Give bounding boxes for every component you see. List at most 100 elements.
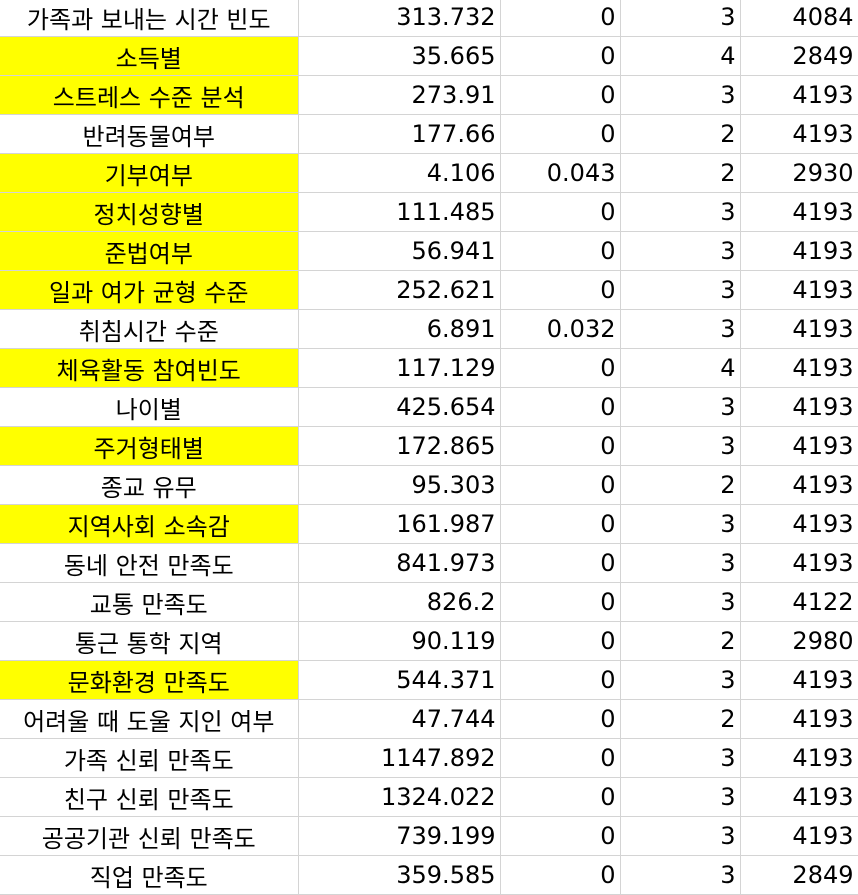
cell-statistic[interactable]: 117.129 [298, 348, 501, 388]
cell-statistic[interactable]: 841.973 [298, 543, 501, 583]
cell-p-value[interactable]: 0 [500, 699, 621, 739]
cell-statistic[interactable]: 172.865 [298, 426, 501, 466]
cell-n[interactable]: 4193 [740, 543, 858, 583]
cell-variable-name[interactable]: 스트레스 수준 분석 [0, 75, 299, 115]
cell-df[interactable]: 3 [620, 816, 741, 856]
cell-variable-name[interactable]: 나이별 [0, 387, 299, 427]
cell-p-value[interactable]: 0 [500, 387, 621, 427]
cell-df[interactable]: 2 [620, 621, 741, 661]
cell-p-value[interactable]: 0 [500, 114, 621, 154]
cell-variable-name[interactable]: 준법여부 [0, 231, 299, 271]
cell-n[interactable]: 4193 [740, 660, 858, 700]
cell-df[interactable]: 4 [620, 348, 741, 388]
cell-variable-name[interactable]: 주거형태별 [0, 426, 299, 466]
cell-statistic[interactable]: 111.485 [298, 192, 501, 232]
cell-p-value[interactable]: 0 [500, 621, 621, 661]
cell-variable-name[interactable]: 가족과 보내는 시간 빈도 [0, 0, 299, 37]
cell-df[interactable]: 3 [620, 543, 741, 583]
cell-p-value[interactable]: 0 [500, 270, 621, 310]
cell-df[interactable]: 3 [620, 504, 741, 544]
cell-statistic[interactable]: 252.621 [298, 270, 501, 310]
cell-n[interactable]: 4193 [740, 75, 858, 115]
cell-p-value[interactable]: 0 [500, 348, 621, 388]
cell-variable-name[interactable]: 직업 만족도 [0, 855, 299, 895]
cell-variable-name[interactable]: 가족 신뢰 만족도 [0, 738, 299, 778]
cell-n[interactable]: 4193 [740, 426, 858, 466]
cell-variable-name[interactable]: 공공기관 신뢰 만족도 [0, 816, 299, 856]
cell-n[interactable]: 4193 [740, 699, 858, 739]
cell-statistic[interactable]: 273.91 [298, 75, 501, 115]
cell-df[interactable]: 3 [620, 309, 741, 349]
cell-statistic[interactable]: 56.941 [298, 231, 501, 271]
cell-variable-name[interactable]: 친구 신뢰 만족도 [0, 777, 299, 817]
cell-statistic[interactable]: 4.106 [298, 153, 501, 193]
cell-variable-name[interactable]: 교통 만족도 [0, 582, 299, 622]
cell-n[interactable]: 4193 [740, 504, 858, 544]
cell-df[interactable]: 3 [620, 0, 741, 37]
cell-variable-name[interactable]: 일과 여가 균형 수준 [0, 270, 299, 310]
cell-statistic[interactable]: 1324.022 [298, 777, 501, 817]
cell-variable-name[interactable]: 지역사회 소속감 [0, 504, 299, 544]
cell-n[interactable]: 4193 [740, 192, 858, 232]
cell-p-value[interactable]: 0 [500, 36, 621, 76]
cell-df[interactable]: 2 [620, 153, 741, 193]
cell-n[interactable]: 4193 [740, 348, 858, 388]
cell-df[interactable]: 3 [620, 582, 741, 622]
cell-n[interactable]: 4193 [740, 114, 858, 154]
cell-statistic[interactable]: 1147.892 [298, 738, 501, 778]
cell-statistic[interactable]: 47.744 [298, 699, 501, 739]
cell-statistic[interactable]: 177.66 [298, 114, 501, 154]
cell-n[interactable]: 2980 [740, 621, 858, 661]
cell-statistic[interactable]: 739.199 [298, 816, 501, 856]
cell-df[interactable]: 3 [620, 660, 741, 700]
cell-statistic[interactable]: 425.654 [298, 387, 501, 427]
cell-p-value[interactable]: 0 [500, 426, 621, 466]
cell-variable-name[interactable]: 문화환경 만족도 [0, 660, 299, 700]
cell-p-value[interactable]: 0 [500, 75, 621, 115]
cell-p-value[interactable]: 0 [500, 504, 621, 544]
cell-n[interactable]: 4193 [740, 816, 858, 856]
cell-statistic[interactable]: 161.987 [298, 504, 501, 544]
cell-variable-name[interactable]: 어려울 때 도울 지인 여부 [0, 699, 299, 739]
cell-statistic[interactable]: 6.891 [298, 309, 501, 349]
cell-statistic[interactable]: 359.585 [298, 855, 501, 895]
cell-p-value[interactable]: 0 [500, 582, 621, 622]
cell-variable-name[interactable]: 동네 안전 만족도 [0, 543, 299, 583]
cell-statistic[interactable]: 35.665 [298, 36, 501, 76]
cell-statistic[interactable]: 544.371 [298, 660, 501, 700]
cell-n[interactable]: 2930 [740, 153, 858, 193]
cell-statistic[interactable]: 90.119 [298, 621, 501, 661]
cell-df[interactable]: 2 [620, 465, 741, 505]
cell-variable-name[interactable]: 통근 통학 지역 [0, 621, 299, 661]
cell-statistic[interactable]: 313.732 [298, 0, 501, 37]
cell-df[interactable]: 3 [620, 192, 741, 232]
cell-n[interactable]: 4193 [740, 231, 858, 271]
cell-df[interactable]: 3 [620, 231, 741, 271]
cell-df[interactable]: 3 [620, 270, 741, 310]
cell-df[interactable]: 3 [620, 75, 741, 115]
cell-df[interactable]: 3 [620, 738, 741, 778]
cell-p-value[interactable]: 0 [500, 465, 621, 505]
cell-p-value[interactable]: 0.032 [500, 309, 621, 349]
cell-p-value[interactable]: 0 [500, 543, 621, 583]
cell-df[interactable]: 2 [620, 699, 741, 739]
cell-variable-name[interactable]: 취침시간 수준 [0, 309, 299, 349]
cell-statistic[interactable]: 95.303 [298, 465, 501, 505]
cell-p-value[interactable]: 0 [500, 0, 621, 37]
cell-df[interactable]: 3 [620, 777, 741, 817]
cell-n[interactable]: 4193 [740, 465, 858, 505]
cell-n[interactable]: 4122 [740, 582, 858, 622]
cell-df[interactable]: 4 [620, 36, 741, 76]
cell-df[interactable]: 3 [620, 855, 741, 895]
cell-p-value[interactable]: 0 [500, 816, 621, 856]
cell-p-value[interactable]: 0 [500, 231, 621, 271]
cell-variable-name[interactable]: 종교 유무 [0, 465, 299, 505]
cell-df[interactable]: 2 [620, 114, 741, 154]
cell-p-value[interactable]: 0.043 [500, 153, 621, 193]
cell-variable-name[interactable]: 소득별 [0, 36, 299, 76]
cell-n[interactable]: 4084 [740, 0, 858, 37]
cell-statistic[interactable]: 826.2 [298, 582, 501, 622]
cell-p-value[interactable]: 0 [500, 660, 621, 700]
cell-df[interactable]: 3 [620, 387, 741, 427]
cell-n[interactable]: 4193 [740, 777, 858, 817]
